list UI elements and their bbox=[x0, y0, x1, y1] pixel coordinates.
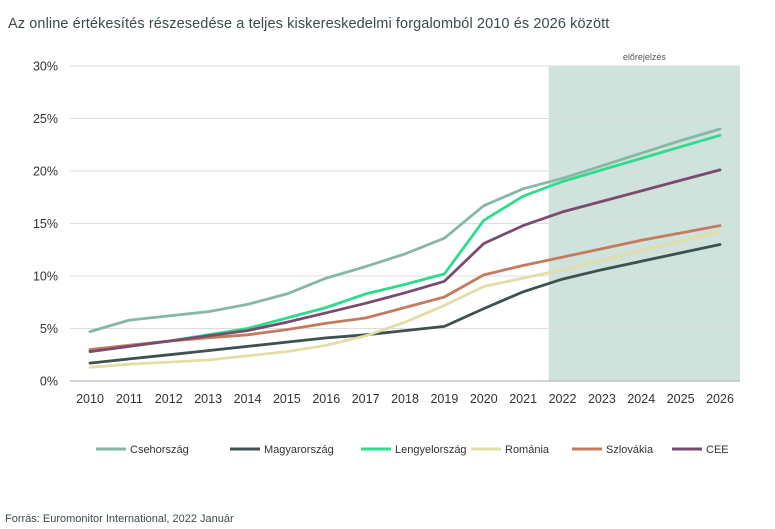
x-tick-label: 2017 bbox=[352, 392, 380, 406]
x-tick-label: 2026 bbox=[706, 392, 734, 406]
y-tick-label: 15% bbox=[33, 217, 58, 231]
legend-label: Szlovákia bbox=[606, 444, 654, 456]
legend-label: CEE bbox=[706, 444, 729, 456]
y-tick-label: 30% bbox=[33, 60, 58, 74]
series-line bbox=[88, 168, 722, 354]
x-tick-label: 2010 bbox=[76, 392, 104, 406]
grid bbox=[70, 65, 740, 382]
series-line bbox=[88, 230, 722, 369]
x-tick-label: 2012 bbox=[155, 392, 183, 406]
y-axis: 0% 5% 10% 15% 20% 25% 30% bbox=[33, 60, 58, 389]
chart-title: Az online értékesítés részesedése a telj… bbox=[8, 16, 610, 32]
forecast-label: előrejelzés bbox=[623, 52, 667, 62]
legend: Csehország Magyarország Lengyelország Román… bbox=[96, 444, 729, 456]
legend-label: Magyarország bbox=[264, 444, 334, 456]
legend-label: Románia bbox=[505, 444, 550, 456]
x-tick-label: 2011 bbox=[116, 392, 143, 406]
series-line bbox=[88, 127, 722, 334]
x-tick-label: 2021 bbox=[509, 392, 537, 406]
legend-label: Lengyelország bbox=[395, 444, 467, 456]
y-tick-label: 5% bbox=[40, 322, 58, 336]
x-tick-label: 2025 bbox=[667, 392, 695, 406]
y-tick-label: 20% bbox=[33, 165, 58, 179]
x-tick-label: 2013 bbox=[194, 392, 222, 406]
y-tick-label: 10% bbox=[33, 270, 58, 284]
x-tick-label: 2016 bbox=[312, 392, 340, 406]
x-tick-label: 2019 bbox=[430, 392, 458, 406]
x-axis: 2010 2011 2012 2013 2014 2015 2016 2017 2018 2019… bbox=[76, 392, 734, 406]
y-tick-label: 25% bbox=[33, 112, 58, 126]
x-tick-label: 2014 bbox=[234, 392, 262, 406]
x-tick-label: 2022 bbox=[549, 392, 577, 406]
x-tick-label: 2020 bbox=[470, 392, 498, 406]
y-tick-label: 0% bbox=[40, 375, 58, 389]
legend-label: Csehország bbox=[130, 444, 189, 456]
series-line bbox=[88, 243, 722, 365]
series-group bbox=[88, 127, 722, 369]
x-tick-label: 2018 bbox=[391, 392, 419, 406]
x-tick-label: 2015 bbox=[273, 392, 301, 406]
x-tick-label: 2024 bbox=[627, 392, 655, 406]
source-note: Forrás: Euromonitor International, 2022 … bbox=[5, 513, 234, 525]
x-tick-label: 2023 bbox=[588, 392, 616, 406]
